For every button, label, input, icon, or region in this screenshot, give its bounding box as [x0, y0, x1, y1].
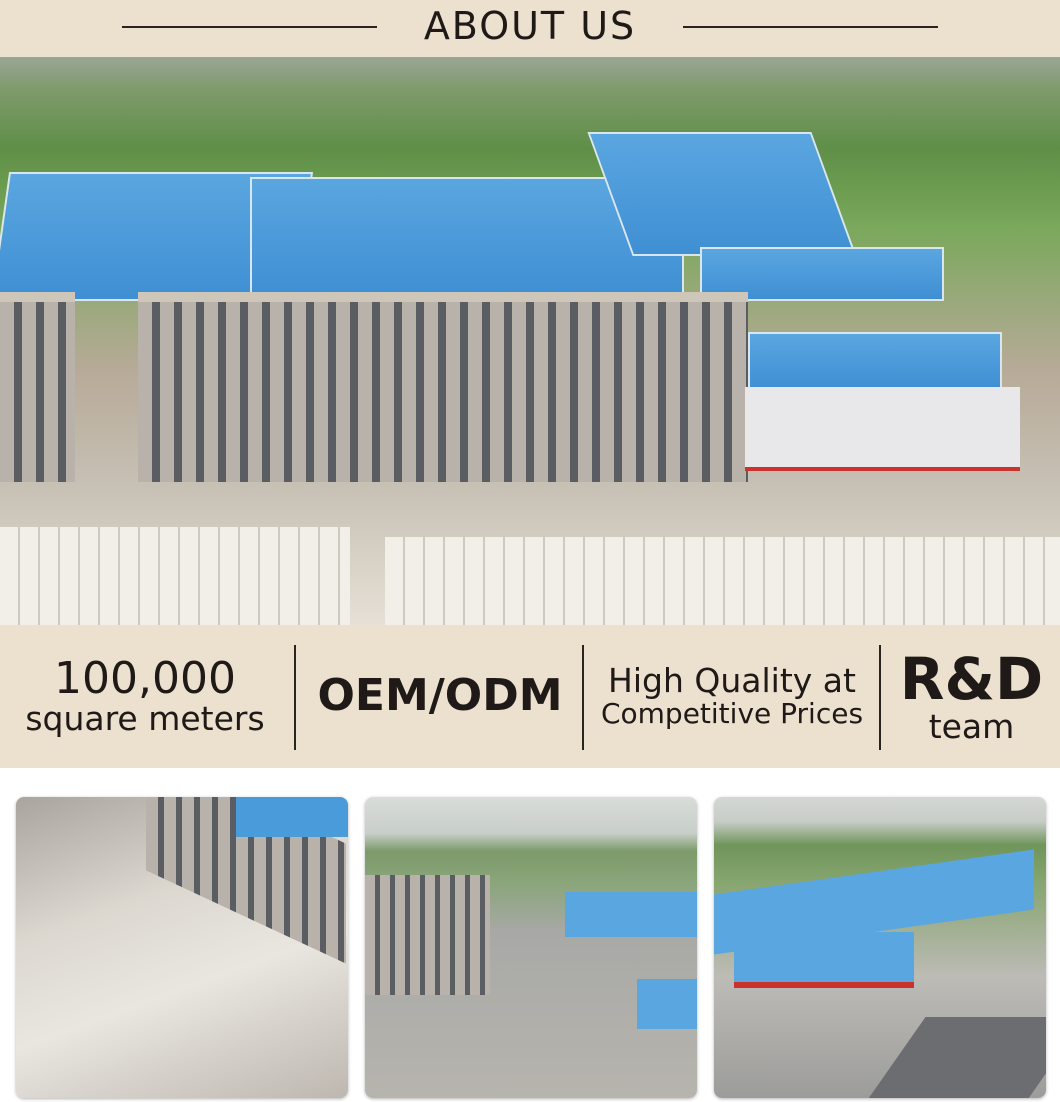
feature-oem: OEM/ODM: [298, 625, 582, 768]
canopy: [637, 979, 697, 1029]
gallery-photo-3: [714, 797, 1046, 1098]
divider: [582, 645, 584, 750]
road: [862, 1017, 1046, 1098]
office-building: [138, 292, 748, 482]
feature-rd: R&D team: [883, 625, 1060, 768]
gallery-photo-1: [16, 797, 348, 1098]
side-building: [0, 292, 75, 482]
header-divider-left: [122, 26, 377, 28]
divider: [294, 645, 296, 750]
feature-label: square meters: [25, 699, 265, 739]
block-stacks: [385, 537, 1060, 625]
section-header: ABOUT US: [0, 0, 1060, 57]
building: [365, 875, 490, 995]
feature-value: R&D: [899, 644, 1044, 713]
feature-value: 100,000: [54, 653, 236, 705]
canopy: [734, 932, 914, 988]
hero-factory-photo: [0, 57, 1060, 625]
feature-label: Competitive Prices: [600, 697, 864, 731]
roof: [587, 132, 857, 256]
feature-band: 100,000 square meters OEM/ODM High Quali…: [0, 625, 1060, 768]
feature-label: team: [928, 706, 1015, 746]
feature-value: High Quality at: [608, 661, 856, 701]
feature-value: OEM/ODM: [317, 670, 563, 722]
roof: [565, 892, 697, 937]
block-stacks: [0, 527, 350, 625]
feature-quality: High Quality at Competitive Prices: [586, 625, 878, 768]
gallery-photo-2: [365, 797, 697, 1098]
workshop-wall: [745, 387, 1020, 471]
divider: [879, 645, 881, 750]
roof: [236, 797, 348, 837]
feature-area: 100,000 square meters: [0, 625, 290, 768]
roof: [748, 332, 1002, 391]
section-title: ABOUT US: [423, 4, 637, 48]
header-divider-right: [683, 26, 938, 28]
